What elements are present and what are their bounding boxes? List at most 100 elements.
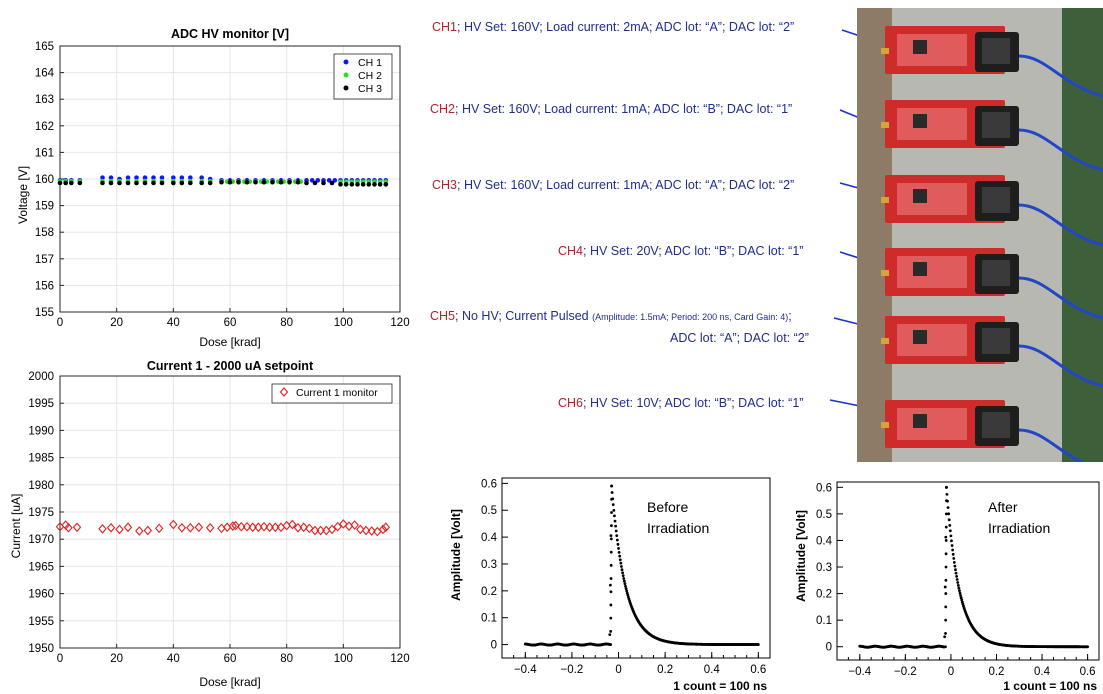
- axes-box: [837, 482, 1099, 660]
- pulse-sample: [609, 643, 612, 646]
- y-tick-label: 0.5: [816, 509, 832, 521]
- pulse-sample: [957, 587, 960, 590]
- pulse-sample: [945, 552, 948, 555]
- plot-area: 0 20 40 60 80 100 1201551561571581591601611621…: [35, 41, 410, 329]
- y-tick-label: 157: [35, 254, 54, 266]
- x-tick-label: 0: [948, 666, 954, 678]
- data-point: [321, 181, 326, 186]
- pulse-sample: [618, 551, 621, 554]
- pulse-sample: [949, 529, 952, 532]
- y-tick-label: 156: [35, 280, 54, 292]
- pulse-sample: [943, 635, 946, 638]
- pulse-sample: [618, 555, 621, 558]
- y-tick-label: 2000: [28, 371, 54, 383]
- y-tick-label: 0.2: [816, 589, 832, 601]
- pulse-sample: [955, 572, 958, 575]
- ch5-tail: ;: [788, 309, 791, 323]
- x-axis-label: Dose [krad]: [199, 335, 260, 349]
- ch3-label: CH3: [432, 178, 457, 192]
- data-point: [279, 180, 284, 185]
- pulse-sample: [610, 537, 613, 540]
- y-tick-label: 0.5: [481, 505, 497, 517]
- board-components: [897, 256, 967, 288]
- y-tick-label: 0: [491, 640, 497, 652]
- y-tick-label: 160: [35, 174, 54, 186]
- board-pin: [881, 338, 889, 344]
- pulse-sample: [944, 645, 947, 648]
- pulse-sample: [945, 579, 948, 582]
- data-point: [296, 180, 301, 185]
- board-components: [897, 324, 967, 356]
- pulse-sample: [623, 580, 626, 583]
- board-pin: [881, 122, 889, 128]
- data-point: [262, 180, 267, 185]
- y-axis-label: Amplitude [Volt]: [794, 510, 808, 602]
- ch6-label: CH6: [558, 396, 583, 410]
- board-chip: [913, 189, 927, 203]
- board-components: [897, 408, 967, 440]
- connector-socket: [982, 38, 1010, 64]
- pulse-sample: [945, 486, 948, 489]
- x-tick-label: 120: [390, 317, 409, 329]
- data-point: [109, 181, 114, 186]
- pulse-sample: [953, 561, 956, 564]
- pulse-sample: [614, 520, 617, 523]
- legend-marker: [344, 73, 349, 78]
- pulse-sample: [608, 633, 611, 636]
- data-point: [100, 181, 105, 186]
- hv-monitor-chart: ADC HV monitor [V] 0 20 40 60 80 100 120 155 156…: [0, 20, 420, 350]
- connector-socket: [982, 412, 1010, 438]
- pulse-sample: [757, 643, 760, 646]
- connector-socket: [982, 328, 1010, 354]
- x-axis-label: 1 count = 100 ns: [673, 679, 767, 693]
- y-tick-label: 162: [35, 121, 54, 133]
- pulse-sample: [948, 518, 951, 521]
- data-point: [270, 180, 275, 185]
- legend-label: CH 1: [358, 57, 382, 69]
- current-monitor-chart: Current 1 - 2000 uA setpoint 0 20 40 60 80 10…: [0, 356, 420, 694]
- board-components: [897, 108, 967, 140]
- connector-socket: [982, 112, 1010, 138]
- pulse-sample: [958, 589, 961, 592]
- data-point: [344, 182, 349, 187]
- pulse-sample: [620, 565, 623, 568]
- ch6-text: ; HV Set: 10V; ADC lot: “B”; DAC lot: “1…: [583, 396, 803, 410]
- ch4-description: CH4; HV Set: 20V; ADC lot: “B”; DAC lot:…: [558, 244, 803, 258]
- data-point: [134, 181, 139, 186]
- x-tick-label: −0.4: [848, 666, 871, 678]
- pulse-sample: [610, 498, 613, 501]
- pulse-sample: [610, 524, 613, 527]
- y-tick-label: 1995: [28, 398, 54, 410]
- ch1-label: CH1: [432, 20, 457, 34]
- x-tick-label: 0.4: [1034, 666, 1051, 678]
- data-point: [143, 181, 148, 186]
- pulse-after-chart: −0.4 −0.2 0 0.2 0.4 0.600.10.20.30.40.50.6 1 …: [785, 476, 1103, 694]
- y-tick-label: 1965: [28, 561, 54, 573]
- annotation-line-2: Irradiation: [988, 520, 1050, 536]
- board-components: [897, 34, 967, 66]
- pulse-sample: [951, 549, 954, 552]
- y-tick-label: 0.1: [481, 613, 497, 625]
- x-tick-label: 60: [224, 317, 237, 329]
- board-chip: [913, 40, 927, 54]
- data-point: [304, 181, 309, 186]
- ch1-description: CH1; HV Set: 160V; Load current: 2mA; AD…: [432, 20, 794, 34]
- ch6-description: CH6; HV Set: 10V; ADC lot: “B”; DAC lot:…: [558, 396, 803, 410]
- axes-box: [502, 478, 770, 658]
- legend-label: Current 1 monitor: [296, 387, 378, 399]
- data-point: [236, 180, 241, 185]
- pulse-sample: [612, 509, 615, 512]
- pulse-sample: [610, 511, 613, 514]
- x-tick-label: 0: [57, 653, 63, 665]
- pulse-sample: [610, 551, 613, 554]
- pulse-sample: [610, 590, 613, 593]
- ch5-description: CH5; No HV; Current Pulsed (Amplitude: 1…: [430, 309, 792, 323]
- x-tick-label: 0.6: [750, 664, 766, 676]
- y-tick-label: 1975: [28, 507, 54, 519]
- pulse-sample: [956, 581, 959, 584]
- pulse-sample: [945, 566, 948, 569]
- data-point: [367, 182, 372, 187]
- board-components: [897, 183, 967, 215]
- y-tick-label: 0.3: [816, 562, 832, 574]
- ch5-description-line-2: ADC lot: “A”; DAC lot: “2”: [670, 331, 809, 345]
